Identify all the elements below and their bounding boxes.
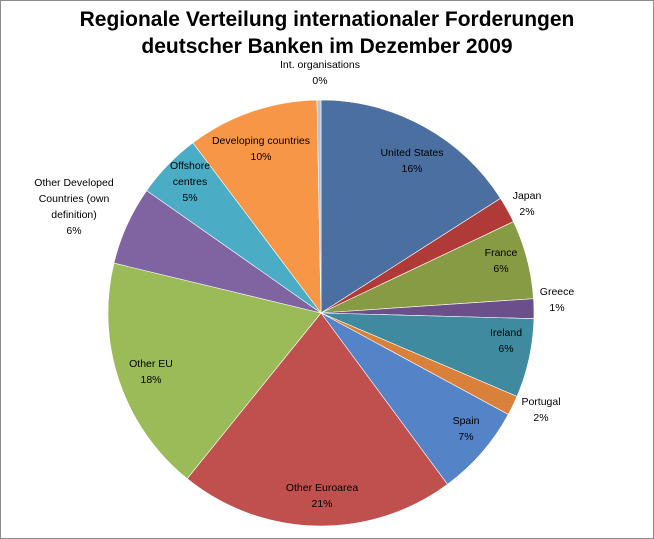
- slice-percent-label: 6%: [493, 263, 508, 275]
- slice-category-label: Ireland: [490, 327, 522, 339]
- data-label: France 6%: [485, 247, 518, 275]
- chart-title: Regionale Verteilung internationaler For…: [0, 6, 654, 60]
- slice-category-label: Offshore: [170, 160, 210, 172]
- slice-percent-label: 6%: [498, 343, 513, 355]
- slice-category-label: Countries (own: [39, 193, 110, 205]
- slice-percent-label: 10%: [250, 151, 271, 163]
- pie-slice: [316, 99, 322, 314]
- data-label: Ireland 6%: [490, 327, 522, 355]
- data-label: Other Euroarea 21%: [286, 482, 359, 510]
- slice-percent-label: 7%: [458, 431, 473, 443]
- pie-slice: [320, 99, 501, 314]
- slice-category-label: centres: [173, 176, 207, 188]
- slice-percent-label: 21%: [311, 498, 332, 510]
- pie-slice: [107, 262, 322, 480]
- slice-category-label: Japan: [513, 190, 542, 202]
- slice-percent-label: 5%: [182, 192, 197, 204]
- data-label: Greece 1%: [540, 286, 575, 314]
- data-label: Developing countries 10%: [212, 135, 310, 163]
- data-label: United States 16%: [380, 147, 443, 175]
- data-label: Spain 7%: [453, 415, 480, 443]
- slice-category-label: Int. organisations: [280, 59, 360, 71]
- slice-category-label: Portugal: [521, 396, 560, 408]
- slice-category-label: definition): [51, 209, 97, 221]
- slice-percent-label: 1%: [549, 302, 564, 314]
- chart-title-line-1: Regionale Verteilung internationaler For…: [79, 8, 575, 31]
- slice-category-label: United States: [380, 147, 443, 159]
- slice-category-label: Other EU: [129, 358, 173, 370]
- pie-slice: [186, 312, 448, 527]
- data-label: Int. organisations 0%: [280, 59, 360, 87]
- chart-title-line-2: deutscher Banken im Dezember 2009: [141, 35, 513, 58]
- slice-percent-label: 6%: [66, 225, 81, 237]
- slice-category-label: Other Developed: [34, 177, 114, 189]
- slice-category-label: France: [485, 247, 518, 259]
- slice-percent-label: 2%: [533, 412, 548, 424]
- data-label: Portugal 2%: [521, 396, 560, 424]
- slice-category-label: Greece: [540, 286, 575, 298]
- slice-category-label: Developing countries: [212, 135, 310, 147]
- slice-percent-label: 0%: [312, 75, 327, 87]
- slice-percent-label: 18%: [140, 374, 161, 386]
- data-label: Japan 2%: [513, 190, 542, 218]
- slice-category-label: Other Euroarea: [286, 482, 359, 494]
- slice-percent-label: 2%: [519, 206, 534, 218]
- data-label: Other Developed Countries (own definition)…: [34, 177, 114, 237]
- slice-category-label: Spain: [453, 415, 480, 427]
- data-label: Offshore centres 5%: [170, 160, 210, 204]
- slice-percent-label: 16%: [401, 163, 422, 175]
- data-label: Other EU 18%: [129, 358, 173, 386]
- pie-slice: [192, 99, 322, 314]
